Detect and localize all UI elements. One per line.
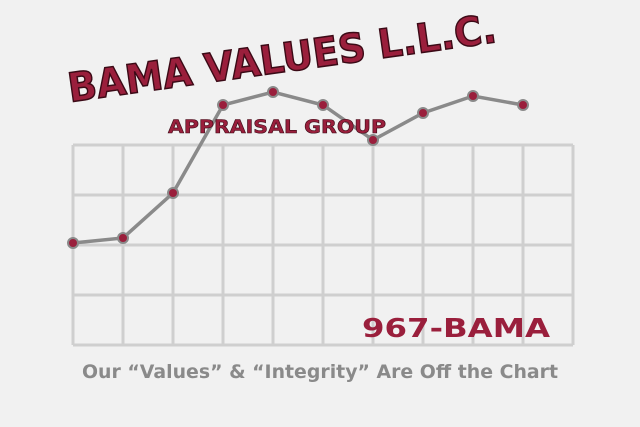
tagline: Our “Values” & “Integrity” Are Off the C…	[82, 361, 558, 383]
phone-number: 967-BAMA	[362, 314, 550, 344]
decorative-points	[67, 86, 529, 249]
company-subtitle: APPRAISAL GROUP	[168, 116, 386, 138]
decorative-grid	[71, 143, 575, 347]
decorative-line	[72, 90, 524, 245]
